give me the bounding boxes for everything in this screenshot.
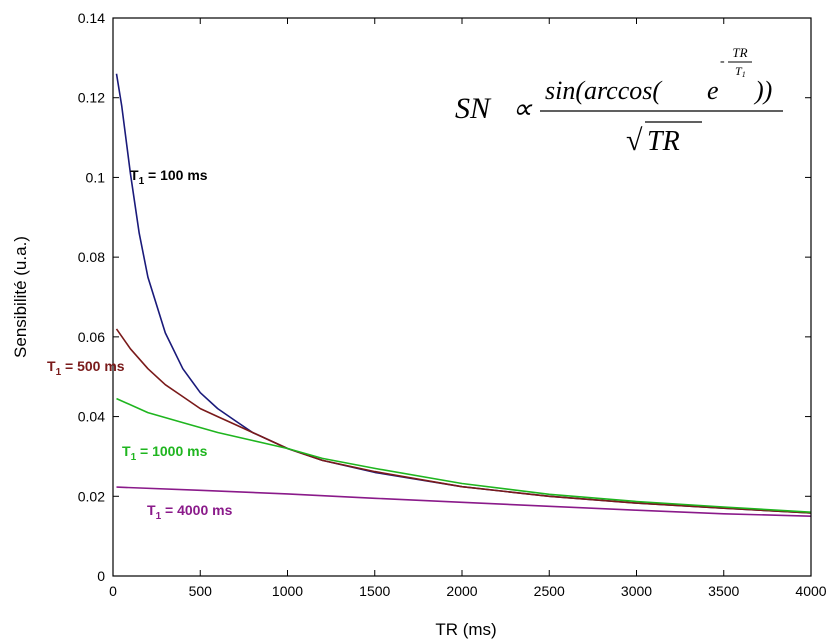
formula-exp-num: TR [732, 45, 747, 60]
series-label-1: T1 = 100 ms [130, 167, 208, 187]
y-tick-label: 0.06 [78, 329, 105, 345]
series-line-2 [115, 328, 812, 514]
y-axis-ticks: 0 0.02 0.04 0.06 0.08 0.1 0.12 0.14 [78, 10, 811, 584]
y-tick-label: 0.1 [86, 169, 106, 185]
x-tick-label: 1500 [359, 583, 390, 599]
formula: SN ∝ sin(arccos( e - TR T1 )) √ TR [455, 45, 783, 157]
x-tick-label: 0 [109, 583, 117, 599]
series-lines [115, 73, 812, 517]
x-axis-label: TR (ms) [435, 620, 496, 639]
formula-denominator: TR [647, 126, 680, 157]
formula-numerator-post: )) [753, 76, 772, 105]
formula-sqrt: √ [626, 124, 643, 157]
series-label-3: T1 = 1000 ms [122, 443, 208, 463]
series-labels: T1 = 100 ms T1 = 500 ms T1 = 1000 ms T1 = 4… [47, 167, 233, 522]
series-label-4: T1 = 4000 ms [147, 502, 233, 522]
y-tick-label: 0.14 [78, 10, 105, 26]
series-label-2: T1 = 500 ms [47, 358, 125, 378]
x-tick-label: 2000 [446, 583, 477, 599]
x-tick-label: 3500 [708, 583, 739, 599]
x-tick-label: 1000 [272, 583, 303, 599]
formula-lhs: SN [455, 92, 492, 125]
y-tick-label: 0.08 [78, 249, 105, 265]
formula-exp-sign: - [720, 54, 725, 69]
y-tick-label: 0.04 [78, 409, 105, 425]
x-axis-ticks: 0 500 1000 1500 2000 2500 3000 3500 4000 [109, 18, 827, 599]
y-tick-label: 0.12 [78, 90, 105, 106]
series-line-1 [115, 73, 812, 514]
formula-base: e [707, 76, 719, 105]
x-tick-label: 3000 [621, 583, 652, 599]
series-line-4 [116, 486, 812, 517]
x-tick-label: 4000 [795, 583, 826, 599]
y-tick-label: 0 [97, 568, 105, 584]
y-tick-label: 0.02 [78, 488, 105, 504]
y-axis-label: Sensibilité (u.a.) [11, 236, 30, 358]
formula-exp-den: T1 [735, 64, 746, 79]
x-tick-label: 500 [189, 583, 213, 599]
formula-relation: ∝ [512, 94, 533, 125]
series-line-3 [116, 397, 812, 513]
x-tick-label: 2500 [534, 583, 565, 599]
formula-numerator-pre: sin(arccos( [545, 76, 662, 105]
